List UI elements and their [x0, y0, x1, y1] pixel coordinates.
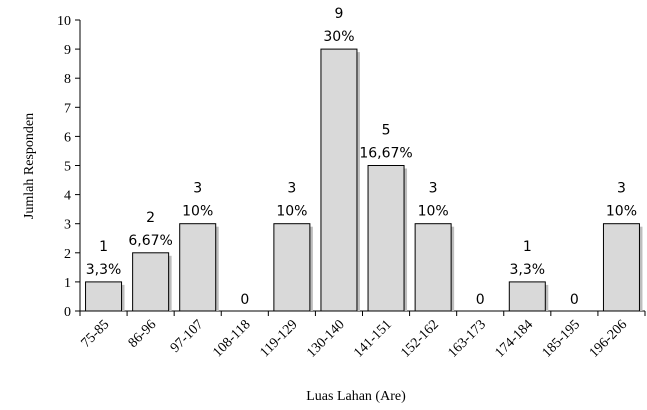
y-tick-label: 0 [64, 305, 71, 320]
y-tick-label: 4 [64, 189, 71, 204]
data-label-count: 3 [193, 181, 202, 197]
data-label-count: 1 [523, 239, 532, 255]
y-tick-label: 9 [64, 43, 71, 58]
data-label-percent: 6,67% [128, 233, 172, 249]
y-tick-label: 1 [64, 276, 71, 291]
x-tick-label: 86-96 [126, 317, 160, 351]
bar [320, 48, 358, 312]
x-tick-label: 163-173 [445, 317, 489, 361]
bar [85, 281, 123, 312]
data-label-count: 3 [429, 181, 438, 197]
y-tick-label: 10 [57, 14, 71, 29]
y-tick-label: 3 [64, 218, 71, 233]
y-tick-label: 2 [64, 247, 71, 262]
x-tick-label: 97-107 [168, 317, 207, 356]
bar [508, 281, 546, 312]
data-label-count: 3 [617, 181, 626, 197]
bar [602, 223, 640, 312]
data-label-percent: 3,3% [510, 262, 546, 278]
data-label-percent: 3,3% [86, 262, 122, 278]
bar [132, 252, 170, 312]
y-tick-label: 6 [64, 130, 71, 145]
x-tick-label: 196-206 [587, 317, 631, 361]
x-tick-label: 152-162 [398, 317, 442, 361]
x-tick-label: 174-184 [493, 317, 537, 361]
data-label-count: 2 [146, 210, 155, 226]
x-tick-label: 141-151 [351, 317, 395, 361]
data-label-count: 0 [476, 292, 485, 308]
data-label-percent: 10% [418, 204, 449, 220]
x-axis-label: Luas Lahan (Are) [306, 389, 406, 404]
data-label-percent: 10% [182, 204, 213, 220]
x-tick-label: 75-85 [79, 317, 113, 351]
data-label-count: 3 [287, 181, 296, 197]
x-tick-label: 119-129 [257, 317, 300, 360]
y-tick-label: 7 [64, 101, 71, 116]
bar [273, 223, 311, 312]
data-label-count: 1 [99, 239, 108, 255]
data-label-percent: 10% [276, 204, 307, 220]
data-label-percent: 10% [606, 204, 637, 220]
data-label-count: 0 [240, 292, 249, 308]
data-label-percent: 16,67% [359, 146, 412, 162]
x-tick-label: 108-118 [210, 317, 253, 360]
y-tick-label: 5 [64, 160, 71, 175]
bar [367, 165, 405, 312]
y-tick-label: 8 [64, 72, 71, 87]
data-label-percent: 30% [323, 29, 354, 45]
bar [179, 223, 217, 312]
y-axis-label: Jumlah Responden [22, 113, 37, 219]
x-tick-label: 130-140 [304, 317, 348, 361]
bar [414, 223, 452, 312]
data-label-count: 5 [382, 123, 391, 139]
data-label-count: 0 [570, 292, 579, 308]
x-tick-label: 185-195 [540, 317, 584, 361]
data-label-count: 9 [334, 6, 343, 22]
